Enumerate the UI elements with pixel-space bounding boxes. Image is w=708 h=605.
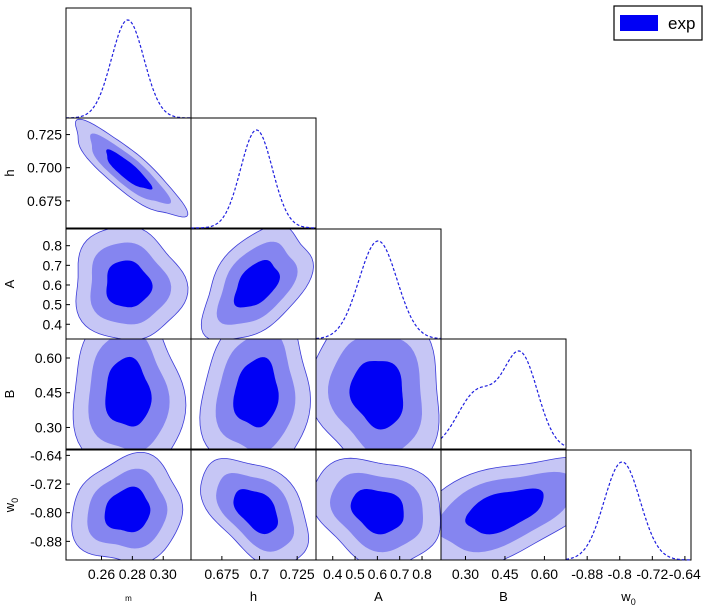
x-tick-label: 0.4: [323, 566, 343, 582]
x-tick-label: 0.28: [119, 566, 146, 582]
y-tick-label: 0.6: [43, 277, 63, 293]
contour-1sigma: [105, 356, 152, 427]
y-tick-label: 0.45: [35, 385, 62, 401]
marginal-curve-Om: [66, 19, 192, 119]
y-tick-label: 0.30: [35, 419, 62, 435]
x-axis-label-A: A: [374, 589, 383, 604]
x-tick-label: 0.5: [345, 566, 365, 582]
contour-1sigma: [465, 488, 544, 535]
panel-h-vs-Om: [65, 117, 192, 229]
x-tick-label: 0.30: [150, 566, 177, 582]
diag-panel-A: [315, 228, 442, 340]
y-tick-label: -0.64: [30, 447, 62, 463]
y-tick-label: 0.60: [35, 350, 62, 366]
panel-A-vs-h: [190, 228, 317, 340]
contour-1sigma: [106, 149, 153, 190]
contour-1sigma: [233, 260, 280, 308]
y-tick-label: -0.72: [30, 476, 62, 492]
diag-panel-w0: [565, 449, 692, 561]
y-tick-label: 0.700: [27, 160, 62, 176]
diag-frame-w0: [565, 449, 692, 561]
y-tick-label: 0.675: [27, 193, 62, 209]
x-tick-label: 0.725: [280, 566, 315, 582]
diag-panel-B: [440, 338, 567, 450]
y-axis-label-w0: w0: [2, 498, 20, 513]
x-tick-label: 0.26: [88, 566, 115, 582]
x-tick-label: -0.64: [669, 566, 701, 582]
x-axis-label-w0: w0: [620, 589, 635, 605]
x-axis-label-h: h: [250, 589, 257, 604]
y-tick-label: 0.7: [43, 257, 63, 273]
contour-1sigma: [106, 260, 153, 308]
legend-swatch: [620, 15, 658, 31]
panel-border: [65, 117, 192, 229]
diag-frame-h: [190, 117, 317, 229]
panel-w0-vs-h: [190, 449, 317, 561]
y-tick-label: -0.88: [30, 533, 62, 549]
y-axis-label-B: B: [2, 390, 17, 399]
x-tick-label: 0.30: [452, 566, 479, 582]
y-tick-label: 0.725: [27, 127, 62, 143]
x-tick-label: -0.8: [608, 566, 632, 582]
x-tick-label: 0.675: [204, 566, 239, 582]
y-axis-label-A: A: [2, 279, 17, 288]
legend-label: exp: [668, 14, 695, 33]
marginal-curve-w0: [565, 461, 691, 561]
x-tick-label: -0.72: [636, 566, 668, 582]
y-tick-label: 0.5: [43, 297, 63, 313]
panel-w0-vs-B: [440, 449, 567, 561]
x-tick-label: 0.60: [531, 566, 558, 582]
panel-A-vs-Om: [65, 228, 192, 340]
y-tick-label: 0.8: [43, 238, 63, 254]
contour-1sigma: [233, 357, 279, 428]
contour-1sigma: [233, 489, 278, 535]
marginal-curve-B: [440, 350, 567, 447]
panel-w0-vs-Om: [65, 449, 192, 561]
x-tick-label: -0.88: [571, 566, 603, 582]
contour-1sigma: [104, 486, 151, 533]
x-tick-label: 0.8: [412, 566, 432, 582]
x-tick-label: 0.45: [491, 566, 518, 582]
panel-B-vs-Om: [65, 338, 192, 450]
y-tick-label: -0.80: [30, 505, 62, 521]
y-tick-label: 0.4: [43, 316, 63, 332]
diag-frame-Om: [65, 7, 192, 119]
x-axis-label-B: B: [499, 589, 508, 604]
legend: exp: [613, 5, 703, 41]
diag-panel-h: [190, 117, 317, 229]
contour-1sigma: [349, 361, 404, 430]
panel-border: [315, 338, 442, 450]
panel-B-vs-h: [190, 338, 317, 450]
panel-B-vs-A: [315, 338, 442, 450]
diag-panel-Om: [65, 7, 192, 119]
marginal-curve-h: [191, 129, 316, 229]
x-tick-label: 0.7: [250, 566, 270, 582]
panel-border: [440, 449, 567, 561]
x-tick-label: 0.6: [368, 566, 388, 582]
contour-1sigma: [350, 489, 404, 535]
panel-w0-vs-A: [315, 449, 442, 561]
diag-frame-A: [315, 228, 442, 340]
y-axis-label-h: h: [2, 169, 17, 176]
x-tick-label: 0.7: [390, 566, 410, 582]
diag-frame-B: [440, 338, 567, 450]
x-axis-label-Om: m: [125, 594, 132, 603]
